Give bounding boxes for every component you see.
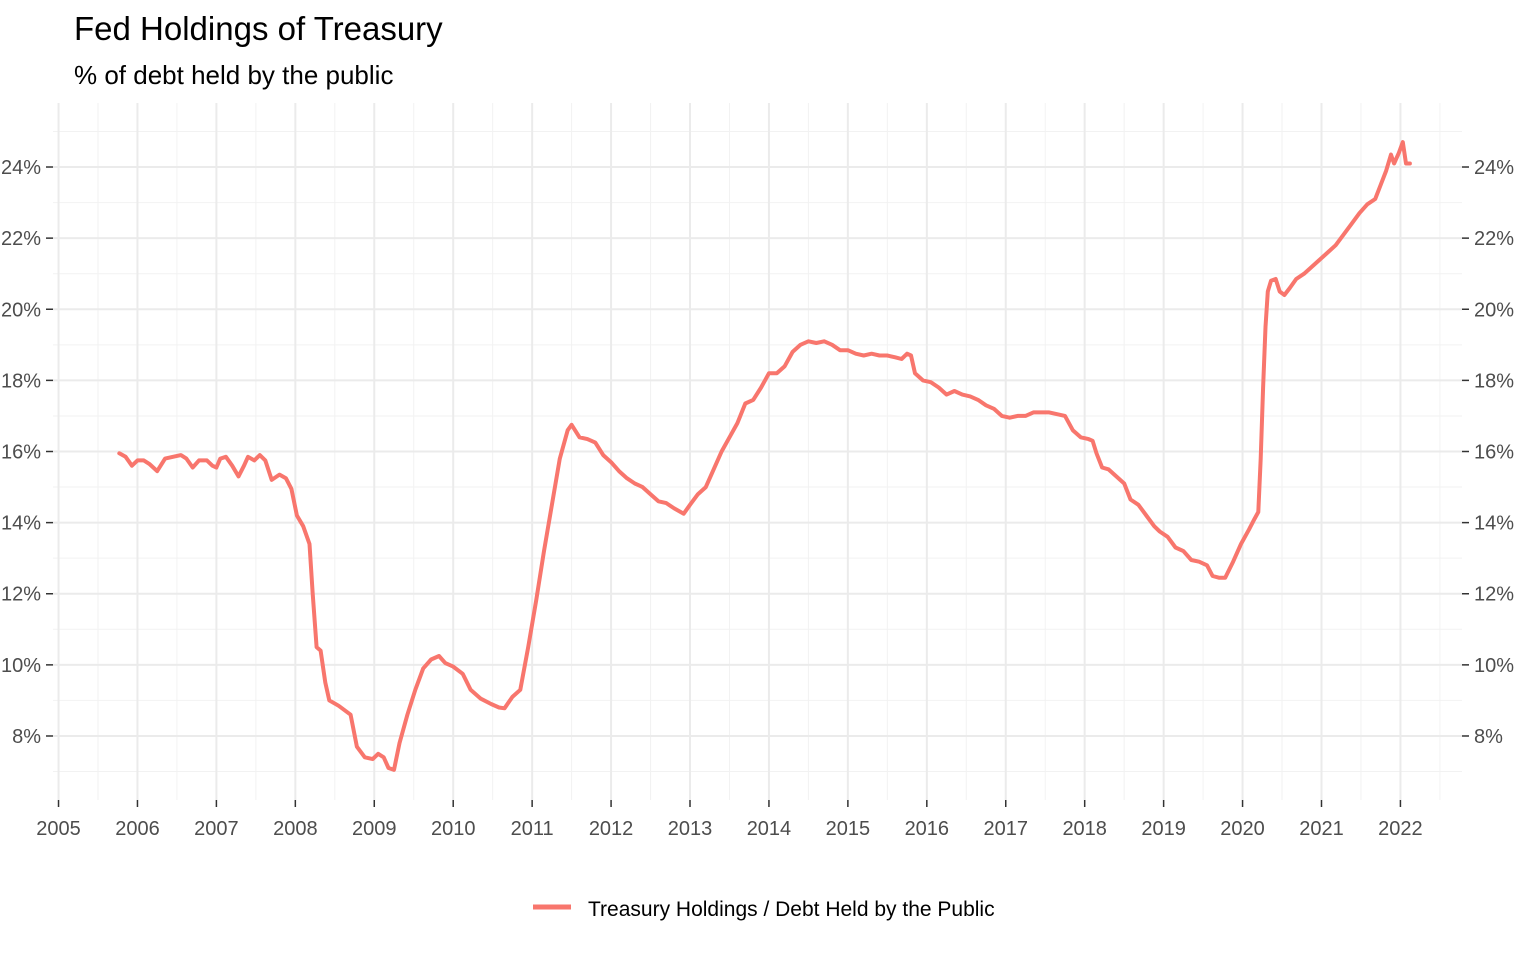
legend: Treasury Holdings / Debt Held by the Pub… bbox=[533, 898, 995, 921]
y-tick-label-left: 22% bbox=[1, 228, 41, 250]
y-tick-label-right: 8% bbox=[1474, 726, 1503, 748]
y-tick-label-left: 16% bbox=[1, 442, 41, 464]
y-tick-label-left: 10% bbox=[1, 655, 41, 677]
x-tick-label: 2015 bbox=[826, 818, 871, 840]
x-tick-label: 2017 bbox=[984, 818, 1029, 840]
y-tick-label-left: 14% bbox=[1, 513, 41, 535]
x-tick-label: 2008 bbox=[273, 818, 318, 840]
y-tick-label-right: 24% bbox=[1474, 157, 1514, 179]
chart-title: Fed Holdings of Treasury bbox=[74, 10, 443, 47]
y-tick-label-left: 20% bbox=[1, 299, 41, 321]
x-tick-label: 2006 bbox=[115, 818, 160, 840]
y-tick-label-right: 12% bbox=[1474, 584, 1514, 606]
y-tick-label-right: 10% bbox=[1474, 655, 1514, 677]
legend-label: Treasury Holdings / Debt Held by the Pub… bbox=[588, 898, 995, 921]
x-tick-label: 2009 bbox=[352, 818, 397, 840]
y-tick-label-left: 8% bbox=[12, 726, 41, 748]
axes-layer: 2005 2006 2007 2008 2009 2010 2011 2012 2013 2014… bbox=[1, 157, 1514, 840]
x-tick-label: 2019 bbox=[1141, 818, 1186, 840]
y-tick-label-right: 14% bbox=[1474, 513, 1514, 535]
grid-major bbox=[53, 103, 1462, 800]
x-tick-label: 2011 bbox=[511, 818, 554, 840]
x-tick-label: 2020 bbox=[1220, 818, 1265, 840]
x-tick-label: 2007 bbox=[194, 818, 239, 840]
x-tick-label: 2014 bbox=[747, 818, 792, 840]
y-tick-label-right: 16% bbox=[1474, 442, 1514, 464]
x-tick-label: 2016 bbox=[905, 818, 950, 840]
y-tick-label-right: 18% bbox=[1474, 370, 1514, 392]
x-tick-label: 2021 bbox=[1299, 818, 1344, 840]
y-tick-label-left: 12% bbox=[1, 584, 41, 606]
x-tick-label: 2012 bbox=[589, 818, 634, 840]
series-line bbox=[117, 140, 1412, 772]
x-tick-label: 2013 bbox=[668, 818, 713, 840]
series-layer bbox=[117, 140, 1412, 772]
x-tick-label: 2005 bbox=[36, 818, 81, 840]
y-tick-label-left: 18% bbox=[1, 370, 41, 392]
chart-subtitle: % of debt held by the public bbox=[74, 60, 393, 90]
x-tick-label: 2018 bbox=[1062, 818, 1107, 840]
y-tick-label-left: 24% bbox=[1, 157, 41, 179]
y-tick-label-right: 22% bbox=[1474, 228, 1514, 250]
y-tick-label-right: 20% bbox=[1474, 299, 1514, 321]
x-tick-label: 2010 bbox=[431, 818, 476, 840]
x-tick-label: 2022 bbox=[1378, 818, 1423, 840]
